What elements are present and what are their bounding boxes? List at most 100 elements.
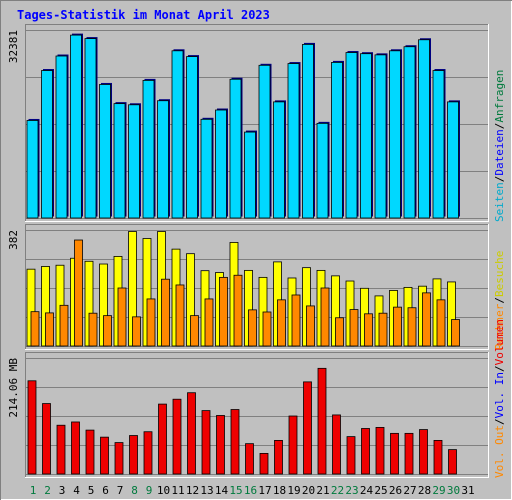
bar-rechner-18: [277, 299, 286, 347]
panel-middle: 382 Rechner/Besuche: [7, 224, 506, 350]
bar-rechner-12: [190, 315, 199, 347]
legend-separator: /: [493, 123, 506, 130]
bar-volumen-11: [172, 398, 182, 475]
bar-anfragen-24: [360, 53, 372, 219]
bar-anfragen-23: [345, 52, 358, 219]
x-axis-label-day-29: 29: [432, 484, 445, 497]
legend-separator: /: [493, 176, 506, 183]
legend-middle: Rechner/Besuche: [493, 251, 506, 350]
x-axis-label-day-10: 10: [157, 484, 170, 497]
bar-rechner-16: [248, 309, 257, 347]
bar-volumen-30: [448, 449, 457, 475]
bar-rechner-19: [291, 294, 301, 347]
bar-anfragen-4: [70, 34, 82, 219]
bar-rechner-26: [393, 306, 402, 347]
legend-bottom: Vol. Out/Vol. In/Volumen: [493, 319, 506, 478]
bar-anfragen-29: [432, 70, 445, 219]
bar-rechner-17: [262, 311, 272, 347]
bar-anfragen-8: [128, 104, 140, 219]
bar-volumen-21: [317, 367, 327, 475]
bar-anfragen-26: [389, 50, 401, 219]
bar-volumen-4: [71, 421, 80, 475]
bar-volumen-8: [129, 435, 138, 475]
x-axis-label-day-23: 23: [345, 484, 358, 497]
bar-rechner-4: [74, 239, 83, 347]
bar-rechner-9: [146, 298, 156, 347]
x-axis-label-day-13: 13: [200, 484, 213, 497]
bar-anfragen-15: [229, 78, 242, 219]
bar-anfragen-20: [302, 44, 314, 219]
bar-rechner-11: [175, 284, 185, 347]
x-axis-label-day-27: 27: [403, 484, 416, 497]
bar-rechner-20: [306, 305, 315, 347]
bar-rechner-29: [436, 299, 446, 347]
chart-panels: 32381Seiten/Dateien/Anfragen382Rechner/B…: [7, 24, 506, 478]
bar-rechner-14: [219, 276, 228, 347]
x-axis-label-day-16: 16: [244, 484, 257, 497]
bar-volumen-12: [187, 392, 196, 475]
bar-volumen-10: [158, 403, 167, 475]
bar-volumen-6: [100, 436, 109, 475]
bar-rechner-2: [45, 312, 54, 347]
bar-anfragen-28: [418, 39, 430, 219]
x-axis-label-day-4: 4: [73, 484, 80, 497]
bar-rechner-15: [233, 274, 243, 347]
x-axis-label-day-28: 28: [418, 484, 431, 497]
bar-rechner-23: [349, 309, 359, 347]
legend-entry: Rechner: [493, 303, 506, 350]
bar-anfragen-30: [447, 101, 459, 219]
bar-volumen-16: [245, 443, 254, 475]
x-axis-label-day-18: 18: [273, 484, 286, 497]
bar-volumen-3: [56, 424, 66, 475]
bar-rechner-5: [88, 312, 98, 347]
bar-volumen-26: [390, 432, 399, 475]
bar-anfragen-11: [171, 50, 184, 219]
bar-rechner-27: [407, 307, 417, 347]
bar-volumen-5: [85, 429, 95, 475]
bar-anfragen-21: [316, 122, 329, 219]
bar-volumen-28: [419, 429, 428, 475]
bar-volumen-7: [114, 442, 124, 475]
bar-anfragen-16: [244, 131, 256, 219]
bar-anfragen-27: [403, 46, 416, 219]
bar-rechner-30: [451, 319, 460, 347]
bar-volumen-22: [332, 414, 341, 475]
bar-rechner-1: [30, 311, 40, 347]
bar-volumen-24: [361, 428, 370, 475]
legend-entry: Vol. In: [493, 372, 506, 418]
legend-top: Seiten/Dateien/Anfragen: [493, 70, 506, 222]
legend-entry: Vol. Out: [493, 425, 506, 478]
x-axis-label-day-24: 24: [360, 484, 374, 497]
bar-rechner-13: [204, 298, 214, 347]
x-axis-label-day-31: 31: [461, 484, 474, 497]
x-axis-label-day-3: 3: [59, 484, 66, 497]
bar-rechner-22: [335, 317, 344, 347]
bar-volumen-23: [346, 436, 356, 475]
bar-rechner-8: [132, 316, 141, 347]
bar-volumen-1: [27, 380, 37, 475]
bar-anfragen-22: [331, 62, 343, 219]
x-axis-label-day-15: 15: [229, 484, 242, 497]
x-axis-label-day-22: 22: [331, 484, 344, 497]
chart-title: Tages-Statistik im Monat April 2023: [17, 8, 270, 22]
legend-separator: /: [493, 297, 506, 304]
bar-anfragen-7: [113, 103, 126, 219]
bar-anfragen-12: [186, 56, 198, 219]
bar-anfragen-1: [26, 120, 39, 219]
x-axis-label-day-30: 30: [447, 484, 460, 497]
bar-volumen-15: [230, 409, 240, 475]
bar-anfragen-25: [374, 54, 387, 219]
x-axis-label-day-11: 11: [171, 484, 184, 497]
legend-entry: Seiten: [493, 182, 506, 222]
bar-rechner-3: [59, 304, 69, 347]
bar-rechner-21: [320, 287, 330, 347]
bar-rechner-6: [103, 315, 112, 347]
bar-anfragen-5: [84, 38, 97, 219]
legend-separator: /: [493, 365, 506, 372]
legend-entry: Volumen: [493, 319, 506, 365]
x-axis-label-day-8: 8: [131, 484, 138, 497]
bar-anfragen-2: [41, 70, 53, 219]
bar-rechner-10: [161, 278, 170, 347]
x-axis-label-day-19: 19: [287, 484, 300, 497]
